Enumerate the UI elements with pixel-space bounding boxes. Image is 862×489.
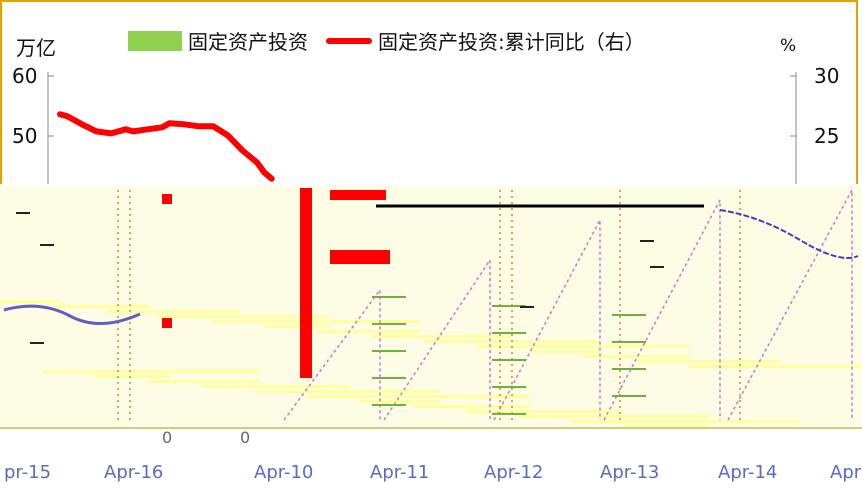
glitch-green-dash xyxy=(612,341,646,343)
glitch-sawtooth xyxy=(727,189,853,421)
legend-label-bar: 固定资产投资 xyxy=(188,30,308,54)
glitch-stripe xyxy=(318,330,420,333)
glitch-sawtooth xyxy=(283,287,381,421)
glitch-stripe xyxy=(42,370,260,373)
glitch-stripe xyxy=(95,375,170,378)
glitch-green-dash xyxy=(372,350,406,352)
lower-y-tick: 0 xyxy=(162,428,173,447)
glitch-black-dash xyxy=(520,306,534,308)
glitch-blue-wave xyxy=(719,209,859,259)
glitch-green-dash xyxy=(612,368,646,370)
line-series-yoy-growth xyxy=(57,111,275,182)
glitch-stripe xyxy=(0,300,60,303)
y-left-tick: 50 xyxy=(12,124,38,148)
glitch-stripe xyxy=(583,355,690,358)
glitch-stripe xyxy=(265,325,330,328)
lower-y-tick: 0 xyxy=(240,428,251,447)
glitch-blue-wave xyxy=(3,304,141,326)
glitch-stripe xyxy=(413,405,530,408)
glitch-green-dash xyxy=(372,377,406,379)
glitch-stripe xyxy=(466,410,620,413)
glitch-green-dash xyxy=(492,332,526,334)
x-tick-label: Apr-11 xyxy=(370,462,430,483)
glitch-stripe xyxy=(530,350,600,353)
right-unit-label: % xyxy=(780,36,797,56)
left-unit-label: 万亿 xyxy=(16,36,56,60)
glitch-red-vertical xyxy=(300,188,312,378)
glitch-stripe xyxy=(307,395,530,398)
glitch-black-dash xyxy=(640,240,654,242)
glitch-stripe xyxy=(572,420,800,423)
glitch-green-dash xyxy=(372,296,406,298)
glitch-green-dash xyxy=(492,386,526,388)
y-right-tick: 25 xyxy=(814,124,840,148)
glitch-green-dash xyxy=(612,314,646,316)
glitch-stripe xyxy=(201,385,350,388)
legend-swatch-bar xyxy=(128,30,182,51)
glitch-stripe xyxy=(625,425,710,428)
glitch-stripe xyxy=(254,390,440,393)
glitch-stripe xyxy=(371,335,510,338)
glitch-red-block xyxy=(330,250,390,264)
glitch-green-dash xyxy=(612,395,646,397)
glitch-green-dash xyxy=(492,413,526,415)
glitch-green-dash xyxy=(492,305,526,307)
glitch-stripe xyxy=(689,365,862,368)
glitch-stripe xyxy=(360,400,440,403)
glitch-green-dash xyxy=(372,323,406,325)
legend-swatch-line xyxy=(326,37,372,44)
glitch-sawtooth xyxy=(603,199,721,421)
legend: 固定资产投资 固定资产投资:累计同比（右） xyxy=(128,26,645,55)
glitch-red-block xyxy=(330,190,386,200)
glitch-stripe xyxy=(212,320,420,323)
x-tick-label: pr-15 xyxy=(4,462,52,483)
x-tick-label: Apr-14 xyxy=(718,462,778,483)
glitch-green-dash xyxy=(372,404,406,406)
glitch-stripe xyxy=(148,380,260,383)
glitch-black-dash xyxy=(16,212,30,214)
glitch-stripe xyxy=(519,415,710,418)
x-tick-label: Apr-16 xyxy=(104,462,164,483)
legend-label-line: 固定资产投资:累计同比（右） xyxy=(378,30,645,54)
glitch-black-dash xyxy=(30,342,44,344)
x-tick-label: Apr xyxy=(830,462,862,483)
glitch-stripe xyxy=(106,310,240,313)
glitch-black-dash xyxy=(650,266,664,268)
x-tick-label: Apr-12 xyxy=(484,462,544,483)
glitch-green-dash xyxy=(492,359,526,361)
x-tick-label: Apr-13 xyxy=(600,462,660,483)
glitch-red-dot xyxy=(162,194,172,204)
y-left-tick: 60 xyxy=(12,64,38,88)
glitch-stripe xyxy=(477,345,690,348)
glitch-stripe xyxy=(159,315,330,318)
y-right-tick: 30 xyxy=(814,64,840,88)
x-tick-label: Apr-10 xyxy=(254,462,314,483)
glitch-black-dash xyxy=(40,244,54,246)
glitch-red-dot xyxy=(162,318,172,328)
glitch-stripe xyxy=(636,360,780,363)
glitch-stripe xyxy=(53,305,150,308)
